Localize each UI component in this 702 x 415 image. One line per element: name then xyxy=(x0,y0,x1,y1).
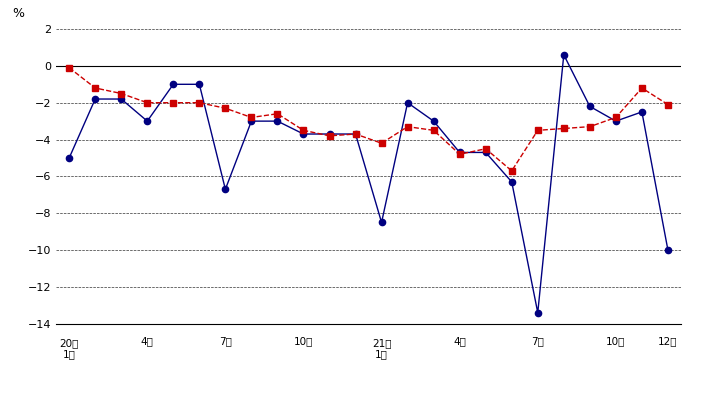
Text: 4月: 4月 xyxy=(141,337,154,347)
Text: %: % xyxy=(13,7,25,20)
Text: 7月: 7月 xyxy=(219,337,232,347)
Text: 20年: 20年 xyxy=(60,339,79,349)
Text: 12月: 12月 xyxy=(658,337,677,347)
Text: 4月: 4月 xyxy=(453,337,466,347)
Text: 1月: 1月 xyxy=(62,349,76,359)
Text: 1月: 1月 xyxy=(375,349,388,359)
Text: 7月: 7月 xyxy=(531,337,544,347)
Text: 10月: 10月 xyxy=(293,337,313,347)
Text: 10月: 10月 xyxy=(606,337,625,347)
Text: 21年: 21年 xyxy=(372,339,391,349)
